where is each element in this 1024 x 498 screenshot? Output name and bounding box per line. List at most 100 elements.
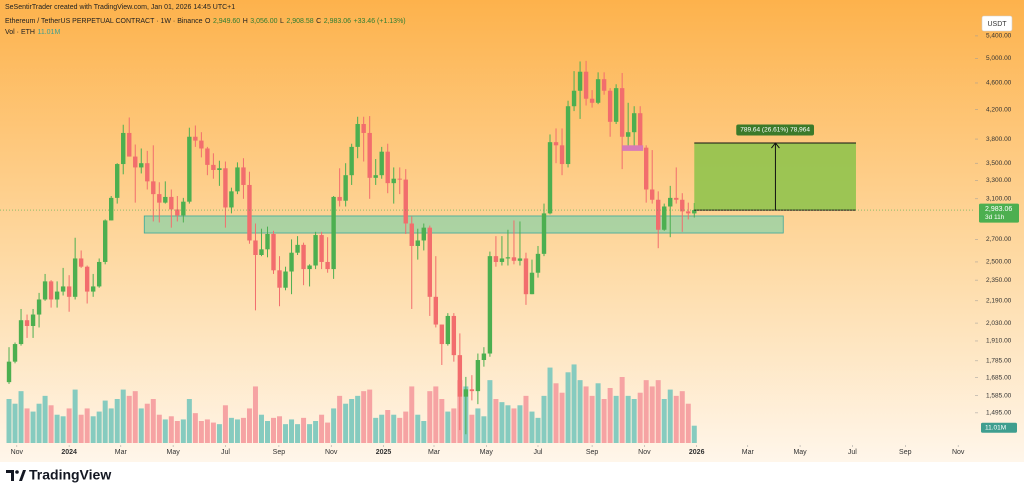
candle-body: [589, 98, 595, 103]
volume-bar: [571, 364, 577, 443]
volume-bar: [30, 411, 36, 443]
candle-body: [289, 252, 294, 272]
legend-text: O: [205, 18, 211, 25]
volume-bar: [535, 417, 541, 443]
currency-box[interactable]: [981, 15, 1013, 32]
candle-body: [583, 71, 589, 99]
volume-bar: [289, 419, 295, 443]
volume-bar: [66, 408, 72, 443]
volume-bar: [18, 391, 24, 443]
last-price-label: 2,983.06: [985, 206, 1012, 213]
candle-body: [397, 178, 402, 180]
volume-bar: [559, 392, 565, 443]
candle-body: [535, 253, 541, 273]
volume-bar: [613, 395, 619, 443]
candle-body: [283, 271, 288, 288]
candle-body: [151, 181, 156, 195]
volume-bar: [427, 391, 433, 443]
volume-bar: [367, 389, 373, 443]
candle-body: [36, 299, 42, 315]
volume-bar: [607, 388, 613, 443]
candle-body: [457, 355, 463, 397]
x-tick-label: Jul: [534, 449, 543, 456]
volume-bar: [343, 403, 349, 443]
candle-body: [409, 223, 414, 246]
x-tick-label: 2026: [689, 449, 705, 456]
x-tick-label: May: [480, 449, 494, 456]
volume-bar: [685, 403, 691, 443]
volume-bar: [192, 413, 198, 443]
candle-body: [12, 344, 18, 362]
legend-text: C: [316, 18, 321, 25]
x-tick-label: Mar: [115, 449, 128, 456]
candle-body: [361, 124, 366, 133]
volume-bar: [553, 383, 559, 443]
volume-bar: [12, 403, 18, 443]
volume-tag: [981, 422, 1017, 433]
volume-bar: [625, 395, 631, 443]
candle-body: [559, 145, 565, 165]
candle-body: [433, 296, 439, 325]
candle-body: [631, 113, 637, 133]
volume-bar: [451, 408, 457, 443]
candle-body: [48, 281, 54, 300]
candle-body: [115, 164, 120, 198]
candle-body: [169, 196, 174, 210]
x-tick-label: Mar: [742, 449, 755, 456]
volume-bar: [331, 408, 337, 443]
candle-body: [66, 286, 72, 297]
legend-text: Ethereum / TetherUS PERPETUAL CONTRACT ·…: [5, 18, 203, 25]
volume-bar: [90, 416, 96, 443]
volume-bar: [655, 380, 661, 443]
candle-body: [121, 132, 126, 165]
candle-body: [241, 167, 246, 185]
volume-bar: [337, 395, 343, 443]
candle-body: [451, 315, 457, 356]
candle-body: [686, 211, 691, 214]
candle-body: [343, 175, 348, 201]
candle-body: [18, 320, 24, 345]
legend-text: L: [280, 18, 284, 25]
y-tick-label: 4,600.00: [986, 80, 1012, 87]
volume-bar: [589, 395, 595, 443]
x-tick-label: Mar: [428, 449, 441, 456]
last-price-box: [979, 203, 1019, 223]
volume-bar: [180, 419, 186, 443]
volume-bar: [505, 405, 511, 443]
candle-body: [607, 90, 613, 122]
volume-bar: [529, 411, 535, 443]
legend-text: +33.46 (+1.13%): [353, 18, 405, 25]
volume-bar: [313, 421, 319, 443]
y-tick-label: 1,910.00: [986, 338, 1012, 345]
volume-bar: [487, 380, 493, 443]
y-tick-label: 5,000.00: [986, 55, 1012, 62]
volume-bar: [271, 417, 277, 443]
candle-body: [355, 124, 360, 147]
volume-bar: [6, 399, 12, 443]
candle-body: [668, 197, 673, 207]
volume-bar: [162, 419, 168, 443]
x-tick-label: Jul: [848, 449, 857, 456]
volume-bar: [138, 408, 144, 443]
volume-bar: [216, 424, 222, 443]
candle-body: [650, 189, 655, 200]
candle-body: [439, 324, 445, 345]
volume-bar: [246, 408, 252, 443]
candle-body: [133, 156, 138, 168]
candle-body: [403, 179, 408, 224]
candle-body: [307, 265, 312, 270]
measure-arrowhead: [771, 142, 780, 149]
candle-body: [96, 261, 102, 287]
volume-bar: [198, 421, 204, 443]
legend-text: 2,908.58: [286, 18, 313, 25]
volume-bar: [295, 424, 301, 443]
candle-body: [680, 199, 685, 212]
candle-body: [637, 113, 643, 148]
volume-bar: [84, 408, 90, 443]
volume-bar: [325, 422, 331, 443]
candle-body: [271, 233, 276, 271]
candle-body: [247, 184, 252, 241]
volume-bar: [673, 395, 679, 443]
candle-body: [259, 249, 264, 255]
volume-bar: [132, 391, 138, 443]
